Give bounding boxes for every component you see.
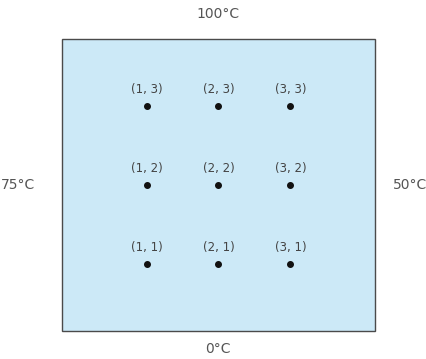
Text: (3, 1): (3, 1) [274,241,305,254]
Text: (1, 1): (1, 1) [130,241,162,254]
Text: 100°C: 100°C [196,7,239,21]
Text: 75°C: 75°C [1,178,35,192]
Text: (2, 1): (2, 1) [202,241,234,254]
Bar [62,39,374,331]
Text: (3, 2): (3, 2) [274,162,305,175]
Text: (1, 2): (1, 2) [130,162,162,175]
Text: (2, 2): (2, 2) [202,162,234,175]
Text: 0°C: 0°C [205,342,230,356]
Text: (1, 3): (1, 3) [130,83,162,96]
Text: 50°C: 50°C [392,178,426,192]
Text: (3, 3): (3, 3) [274,83,305,96]
Text: (2, 3): (2, 3) [202,83,234,96]
